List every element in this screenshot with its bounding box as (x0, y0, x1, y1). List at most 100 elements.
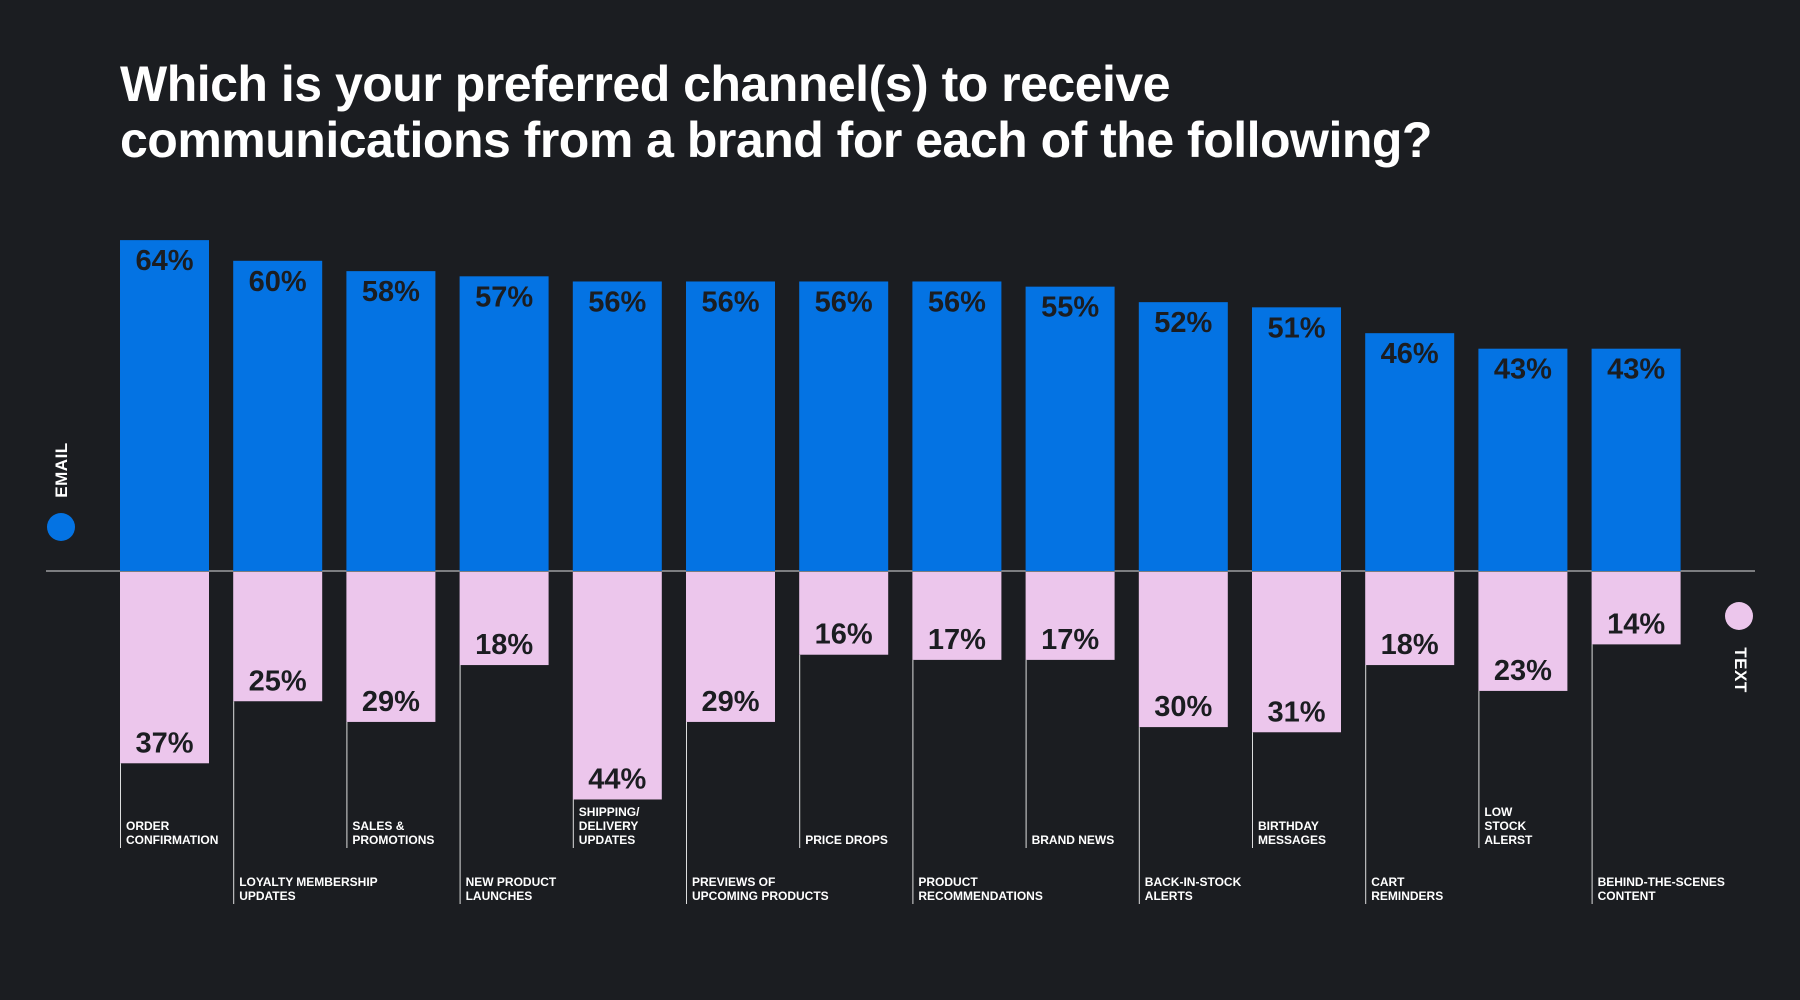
category-label-line: UPDATES (579, 833, 635, 847)
category-label: BACK-IN-STOCK ALERTS (1145, 875, 1242, 903)
category-label: PRICE DROPS (805, 833, 888, 847)
email-value-label: 43% (1494, 354, 1552, 386)
text-bar (459, 572, 549, 666)
email-value-label: 57% (475, 281, 533, 313)
category-group: 43% 14% BEHIND-THE-SCENES CONTENT (1591, 348, 1725, 904)
category-label-line: SALES & (352, 819, 404, 833)
chart-title: Which is your preferred channel(s) to re… (120, 56, 1720, 168)
email-bar (120, 240, 209, 571)
chart-title-line-1: Which is your preferred channel(s) to re… (120, 56, 1171, 112)
category-group: 60% 25% LOYALTY MEMBERSHIP UPDATES (233, 260, 378, 904)
category-label: PRODUCT RECOMMENDATIONS (918, 875, 1042, 903)
category-group: 56% 29% PREVIEWS OF UPCOMING PRODUCTS (686, 281, 829, 904)
category-group: 58% 29% SALES & PROMOTIONS (346, 271, 436, 848)
text-value-label: 29% (701, 686, 759, 718)
category-label-line: RECOMMENDATIONS (918, 889, 1042, 903)
legend-email: EMAIL (34, 420, 90, 550)
category-label-line: PROMOTIONS (352, 833, 434, 847)
text-value-label: 25% (249, 665, 307, 697)
category-label-line: CART (1371, 875, 1405, 889)
category-group: 46% 18% CART REMINDERS (1365, 333, 1455, 904)
category-label: NEW PRODUCT LAUNCHES (466, 875, 557, 903)
text-value-label: 18% (475, 629, 533, 661)
text-value-label: 23% (1494, 655, 1552, 687)
category-group: 57% 18% NEW PRODUCT LAUNCHES (459, 276, 557, 904)
category-label-line: ALERTS (1145, 889, 1193, 903)
category-label-line: CONTENT (1598, 889, 1657, 903)
text-bar (912, 572, 1002, 660)
email-bar (1591, 348, 1681, 571)
email-bar (1365, 333, 1455, 571)
email-bar (459, 276, 549, 571)
email-value-label: 58% (362, 276, 420, 308)
text-value-label: 37% (135, 727, 193, 759)
category-label: LOW STOCK ALERST (1484, 805, 1533, 847)
email-bar (1252, 307, 1341, 571)
text-bar (799, 572, 889, 655)
category-label-line: PREVIEWS OF (692, 875, 775, 889)
email-value-label: 46% (1381, 338, 1439, 370)
category-label-line: DELIVERY (579, 819, 639, 833)
email-bar (912, 281, 1002, 571)
category-label-line: BIRTHDAY (1258, 819, 1319, 833)
email-bar (572, 281, 662, 571)
category-label-line: PRODUCT (918, 875, 978, 889)
email-value-label: 55% (1041, 292, 1099, 324)
category-label: BIRTHDAY MESSAGES (1258, 819, 1326, 847)
category-label-line: NEW PRODUCT (466, 875, 557, 889)
category-group: 51% 31% BIRTHDAY MESSAGES (1252, 307, 1341, 848)
category-label-line: BRAND NEWS (1032, 833, 1115, 847)
text-bar (120, 572, 209, 764)
email-bar (686, 281, 775, 571)
category-label: CART REMINDERS (1371, 875, 1443, 903)
category-label: LOYALTY MEMBERSHIP UPDATES (239, 875, 377, 903)
email-bar (233, 260, 323, 571)
text-bar (233, 572, 323, 702)
category-label-line: UPDATES (239, 889, 295, 903)
category-group: 56% 16% PRICE DROPS (799, 281, 889, 848)
text-value-label: 31% (1267, 696, 1325, 728)
category-label-line: REMINDERS (1371, 889, 1443, 903)
category-label-line: LOYALTY MEMBERSHIP (239, 875, 377, 889)
text-value-label: 29% (362, 686, 420, 718)
email-bar (799, 281, 889, 571)
category-label-line: CONFIRMATION (126, 833, 218, 847)
category-label-line: LAUNCHES (466, 889, 533, 903)
category-group: 43% 23% LOW STOCK ALERST (1478, 348, 1568, 848)
category-group: 55% 17% BRAND NEWS (1025, 286, 1115, 848)
category-label: PREVIEWS OF UPCOMING PRODUCTS (692, 875, 829, 903)
category-label-line: PRICE DROPS (805, 833, 888, 847)
email-value-label: 51% (1267, 312, 1325, 344)
email-bar (1478, 348, 1568, 571)
legend-text-dot (1725, 602, 1753, 630)
category-label: ORDER CONFIRMATION (126, 819, 218, 847)
category-group: 56% 17% PRODUCT RECOMMENDATIONS (912, 281, 1043, 904)
text-bar (686, 572, 775, 722)
text-bar (1025, 572, 1115, 660)
email-value-label: 43% (1607, 354, 1665, 386)
category-label-line: ALERST (1484, 833, 1533, 847)
chart-title-line-2: communications from a brand for each of … (120, 112, 1432, 168)
email-bar (1138, 302, 1228, 571)
text-bar (1252, 572, 1341, 733)
category-label-line: STOCK (1484, 819, 1526, 833)
category-group: 56% 44% SHIPPING/DELIVERY UPDATES (572, 281, 662, 848)
legend-email-dot (47, 513, 75, 541)
email-value-label: 56% (701, 286, 759, 318)
category-label-line: UPCOMING PRODUCTS (692, 889, 829, 903)
text-value-label: 14% (1607, 608, 1665, 640)
category-label: SALES & PROMOTIONS (352, 819, 434, 847)
text-value-label: 18% (1381, 629, 1439, 661)
email-value-label: 56% (928, 286, 986, 318)
text-bar (1478, 572, 1568, 691)
category-label-line: ORDER (126, 819, 170, 833)
text-value-label: 44% (588, 763, 646, 795)
category-label-line: LOW (1484, 805, 1513, 819)
text-bar (346, 572, 436, 722)
legend-text: TEXT (1712, 592, 1768, 722)
email-value-label: 56% (588, 286, 646, 318)
category-label: SHIPPING/DELIVERY UPDATES (579, 805, 640, 847)
category-group: 52% 30% BACK-IN-STOCK ALERTS (1138, 302, 1242, 904)
email-value-label: 56% (815, 286, 873, 318)
